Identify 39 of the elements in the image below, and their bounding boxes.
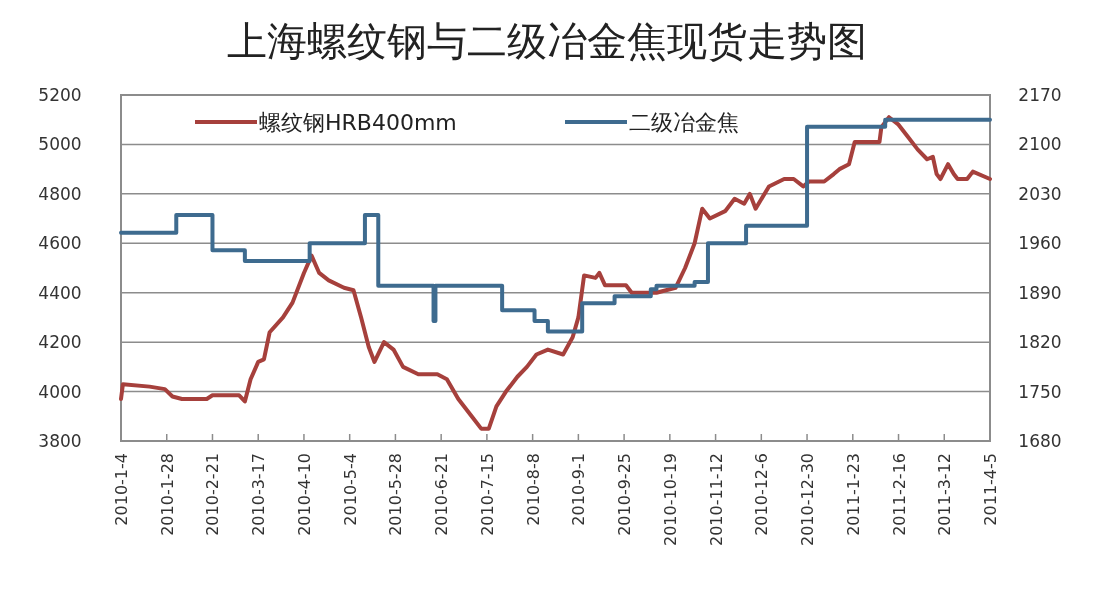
- x-tick-label: 2010-10-19: [660, 453, 680, 546]
- y2-tick-label: 2100: [1018, 134, 1062, 155]
- chart-title: 上海螺纹钢与二级冶金焦现货走势图: [227, 18, 867, 64]
- y2-tick-label: 2170: [1018, 85, 1062, 105]
- legend-label: 二级冶金焦: [629, 110, 739, 135]
- x-tick-label: 2010-5-28: [386, 453, 406, 536]
- y2-tick-label: 1960: [1018, 233, 1062, 254]
- y2-tick-label: 1820: [1018, 332, 1062, 353]
- y-tick-label: 5000: [38, 134, 82, 155]
- x-tick-label: 2010-8-8: [523, 453, 543, 526]
- y2-tick-label: 1680: [1018, 431, 1062, 451]
- y-tick-label: 4600: [38, 233, 82, 254]
- y2-tick-label: 2030: [1018, 183, 1062, 204]
- x-tick-label: 2010-9-25: [615, 453, 635, 536]
- x-tick-label: 2010-7-15: [477, 453, 497, 536]
- x-tick-label: 2010-2-21: [203, 453, 223, 536]
- legend-label: 螺纹钢HRB400mm: [259, 110, 457, 135]
- x-tick-label: 2011-3-12: [935, 453, 955, 536]
- x-tick-label: 2011-4-5: [981, 453, 1000, 526]
- y-tick-label: 4800: [38, 183, 82, 204]
- x-tick-label: 2010-12-30: [798, 453, 818, 546]
- y-tick-label: 4200: [38, 332, 82, 353]
- y-tick-label: 4000: [38, 381, 82, 402]
- y-tick-label: 3800: [38, 431, 82, 451]
- y-tick-label: 4400: [38, 282, 82, 303]
- x-tick-label: 2010-4-10: [294, 453, 314, 536]
- x-tick-label: 2010-6-21: [432, 453, 452, 536]
- x-tick-label: 2010-1-4: [112, 453, 131, 526]
- x-tick-label: 2010-11-12: [706, 453, 726, 546]
- x-tick-label: 2011-2-16: [889, 453, 909, 536]
- x-tick-label: 2010-9-1: [569, 453, 589, 526]
- y2-tick-label: 1750: [1018, 381, 1062, 402]
- x-tick-label: 2011-1-23: [843, 453, 863, 536]
- x-tick-label: 2010-3-17: [249, 453, 269, 536]
- x-tick-label: 2010-12-6: [752, 453, 772, 536]
- x-tick-label: 2010-1-28: [157, 453, 177, 536]
- y2-tick-label: 1890: [1018, 282, 1062, 303]
- y-tick-label: 5200: [38, 85, 82, 105]
- x-tick-label: 2010-5-4: [340, 453, 360, 526]
